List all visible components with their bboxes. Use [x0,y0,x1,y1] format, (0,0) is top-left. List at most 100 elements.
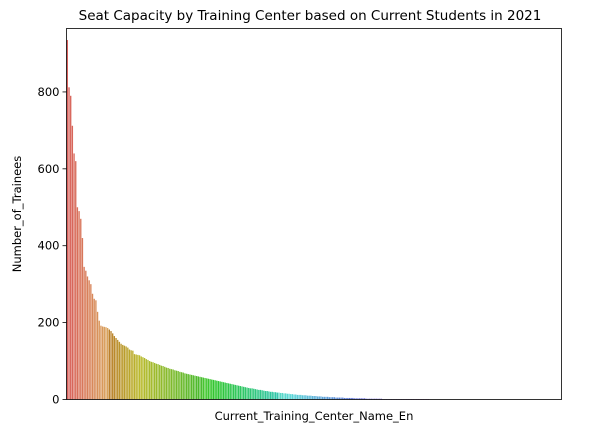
bar [328,397,331,400]
y-tick-label: 0 [52,393,59,407]
bar [128,349,131,400]
y-axis-label: Number_of_Trainees [10,156,24,273]
x-axis-label: Current_Training_Center_Name_En [215,409,414,423]
bar [281,392,283,400]
bar [76,207,79,400]
bar [273,392,275,400]
bar [335,397,337,400]
bar [113,336,116,400]
bar [239,386,241,400]
bar [266,391,268,400]
bar [130,350,132,400]
bar [286,393,289,400]
bar [248,387,250,400]
bar [140,356,142,400]
bar [264,391,267,400]
bar [360,398,362,400]
bar [108,329,110,400]
bar [229,383,231,400]
bar [207,378,210,400]
bar [148,361,151,400]
bar [152,362,154,400]
bar [170,369,173,400]
bar [204,377,206,400]
bar [241,386,243,400]
bar [325,396,327,400]
bar [100,325,102,400]
bar [253,388,255,400]
bar [357,398,359,400]
bar [288,393,290,400]
bar [80,218,82,400]
bar [296,394,299,400]
bar [243,386,245,400]
bar [160,365,163,400]
bar [234,384,236,400]
bar [300,394,302,400]
bar [71,125,74,400]
bar [283,393,285,400]
bar [278,392,280,400]
bar [350,397,352,400]
bar [355,398,357,400]
bar [179,371,181,400]
bar [321,396,324,400]
bar [261,390,263,400]
bar [271,391,273,400]
bar [308,395,310,400]
bar [342,397,344,400]
bar [155,363,158,400]
bar [177,371,179,400]
bar [358,398,361,400]
bar [330,397,332,400]
bar [133,354,136,400]
y-tick-label: 800 [38,85,60,99]
bar [147,359,149,400]
bars-group [66,40,430,400]
bar [93,298,95,400]
bar [332,397,334,400]
bar [83,266,85,400]
bar [209,379,211,400]
bar [197,376,200,400]
bar [347,397,349,400]
bar [125,346,127,400]
bar [352,397,354,400]
bar [157,364,159,400]
bar [311,396,314,400]
y-tick-label: 400 [38,239,60,253]
bar [316,396,319,400]
y-tick-label: 600 [38,162,60,176]
bar [172,369,174,400]
bar [305,395,307,400]
bar [222,382,225,400]
bar [231,384,233,400]
bar [194,375,196,400]
bar [226,382,228,400]
bar [315,396,317,400]
bar [106,327,109,400]
bar [145,359,147,400]
bar [190,374,193,400]
bar [143,357,146,400]
bar [95,300,97,400]
bar [169,368,171,400]
bar [110,331,112,400]
bar [85,270,87,400]
bar [295,394,297,400]
bar [279,392,282,400]
bar [274,392,277,400]
bar [103,326,105,400]
bar [237,385,240,400]
bar [340,397,342,400]
bar [159,364,161,400]
bar [227,383,230,400]
bar [184,373,186,400]
bar [327,396,329,400]
bar [318,396,320,400]
bar [180,372,183,400]
bar [206,378,208,400]
bar [291,394,294,400]
bar [142,357,144,400]
